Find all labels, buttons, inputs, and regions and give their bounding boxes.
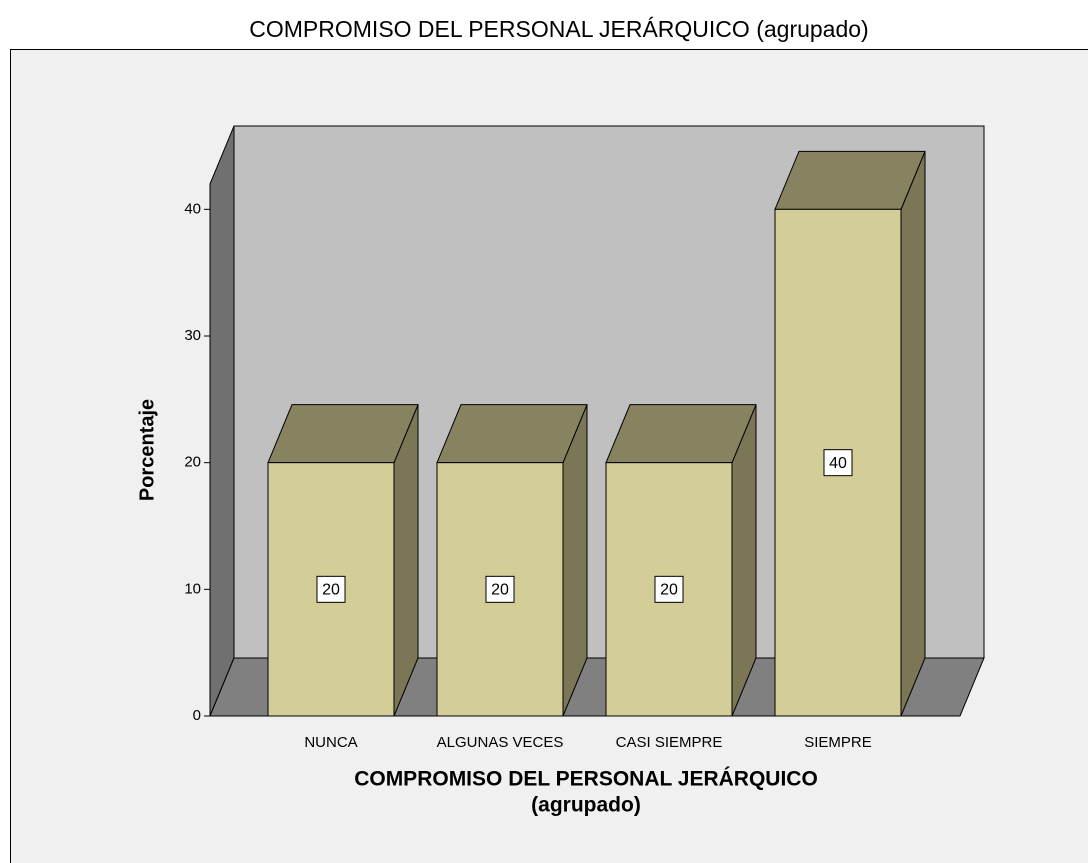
value-label: 20 — [322, 582, 340, 599]
bar-top — [436, 404, 588, 464]
bar-side — [900, 151, 926, 717]
value-label-box — [316, 575, 346, 603]
y-axis-label: Porcentaje — [136, 399, 158, 501]
value-label: 20 — [491, 582, 509, 599]
x-tick-label: NUNCA — [304, 734, 357, 751]
bar-top — [267, 404, 419, 464]
value-label: 20 — [660, 582, 678, 599]
bar-top — [605, 404, 757, 464]
chart-title: COMPROMISO DEL PERSONAL JERÁRQUICO (agru… — [249, 16, 868, 42]
value-label-box — [654, 575, 684, 603]
x-axis-label: COMPROMISO DEL PERSONAL JERÁRQUICO — [354, 768, 818, 791]
y-tick-label: 0 — [193, 707, 201, 724]
value-label-box — [485, 575, 515, 603]
value-label-box — [823, 449, 853, 477]
y-tick-label: 40 — [184, 200, 201, 217]
x-tick-label: ALGUNAS VECES — [437, 734, 564, 751]
y-tick-label: 20 — [184, 454, 201, 471]
value-label: 40 — [829, 455, 847, 472]
y-tick-label: 30 — [184, 327, 201, 344]
bar-top — [774, 150, 926, 210]
x-axis-label: (agrupado) — [531, 794, 641, 817]
y-tick-label: 10 — [184, 580, 201, 597]
x-tick-label: SIEMPRE — [804, 734, 872, 751]
left-wall — [209, 125, 235, 717]
x-tick-label: CASI SIEMPRE — [616, 734, 723, 751]
